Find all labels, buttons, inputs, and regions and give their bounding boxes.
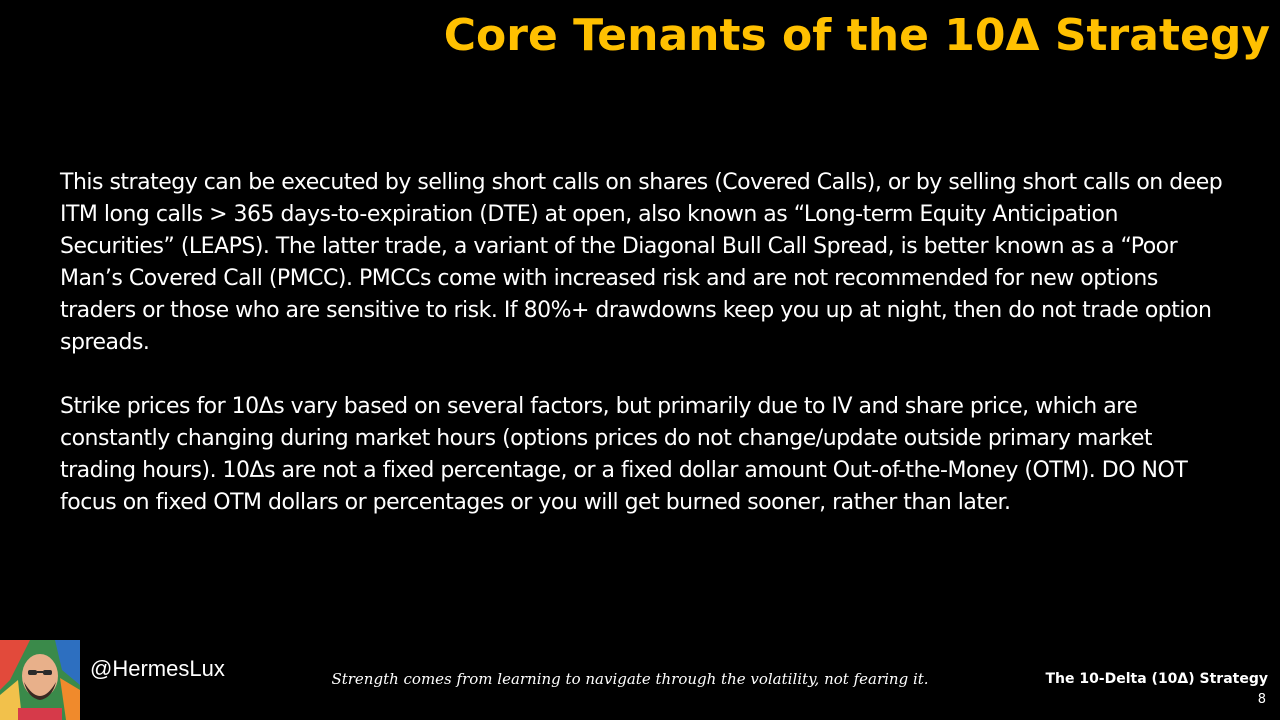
deck-title: The 10-Delta (10Δ) Strategy (1045, 671, 1268, 687)
page-number: 8 (1257, 692, 1266, 707)
slide-body: This strategy can be executed by selling… (60, 167, 1225, 519)
author-handle: @HermesLux (90, 656, 225, 681)
paragraph-strike-prices: Strike prices for 10Δs vary based on sev… (60, 394, 1188, 515)
footer-quote: Strength comes from learning to navigate… (331, 670, 929, 688)
author-avatar (0, 640, 80, 720)
paragraph-strategy-overview: This strategy can be executed by selling… (60, 170, 1223, 355)
slide-title: Core Tenants of the 10Δ Strategy (443, 10, 1270, 61)
avatar-illustration-icon (0, 640, 80, 720)
